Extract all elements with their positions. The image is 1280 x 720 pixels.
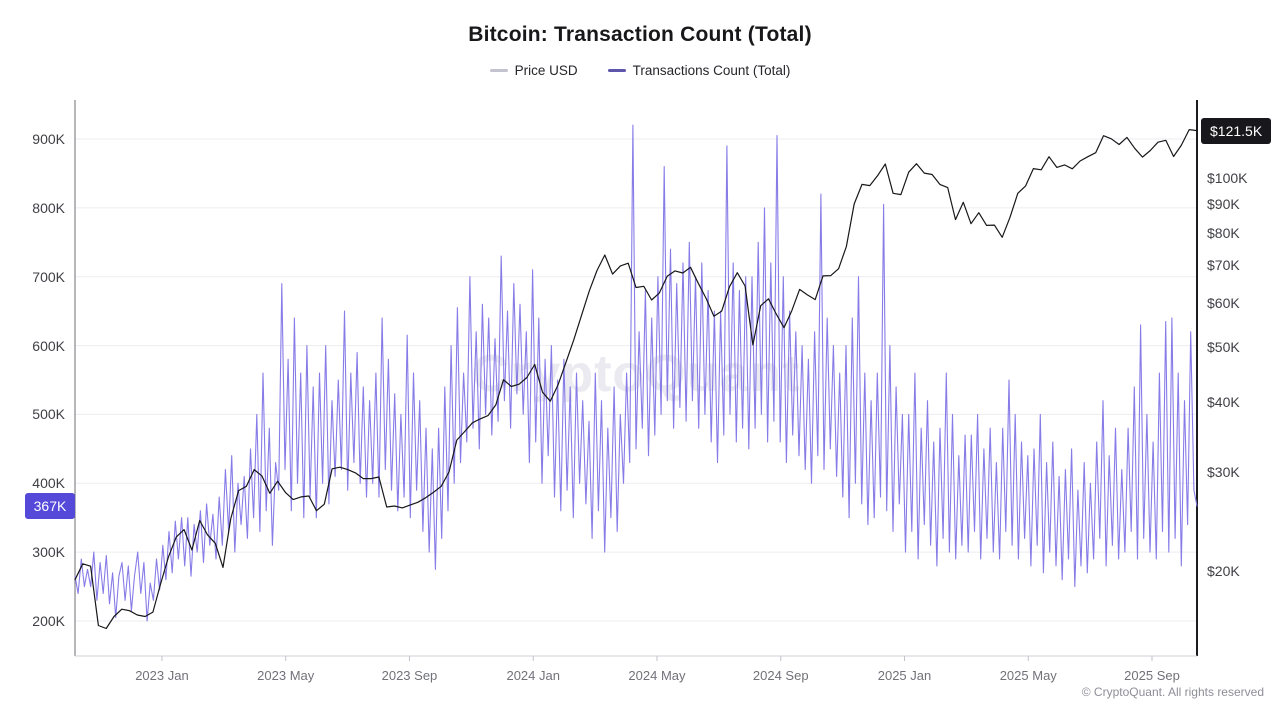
- y-axis-label-right: $70K: [1207, 257, 1240, 274]
- transactions-series-swatch: [607, 69, 626, 72]
- y-axis-label-right: $80K: [1207, 224, 1240, 241]
- price-series-swatch: [489, 69, 508, 72]
- y-axis-label-right: $50K: [1207, 339, 1240, 356]
- x-axis-label: 2023 Jan: [135, 668, 189, 683]
- y-axis-label-left: 600K: [32, 337, 65, 354]
- y-axis-label-left: 300K: [32, 544, 65, 561]
- transactions-line: [74, 124, 1198, 622]
- x-axis-label: 2023 Sep: [381, 668, 438, 683]
- x-axis-label: 2025 May: [999, 668, 1057, 683]
- y-axis-label-left: 900K: [32, 131, 65, 147]
- copyright-notice: © CryptoQuant. All rights reserved: [1081, 685, 1264, 699]
- price-legend-label: Price USD: [514, 63, 578, 78]
- price-line: [74, 129, 1198, 630]
- price-current-badge: $121.5K: [1201, 117, 1272, 144]
- y-axis-label-right: $90K: [1207, 195, 1240, 212]
- y-axis-label-left: 400K: [32, 475, 65, 492]
- legend-item-transactions[interactable]: Transactions Count (Total): [607, 63, 791, 78]
- y-axis-label-right: $30K: [1207, 464, 1240, 481]
- transactions-current-badge: 367K: [25, 493, 75, 519]
- x-axis-label: 2023 May: [257, 668, 315, 683]
- x-axis-label: 2025 Jan: [877, 668, 932, 683]
- y-axis-label-right: $100K: [1207, 170, 1248, 187]
- y-axis-label-left: 200K: [32, 613, 65, 629]
- y-axis-label-right: $20K: [1207, 563, 1240, 579]
- y-axis-label-right: $60K: [1207, 294, 1240, 311]
- y-axis-label-left: 800K: [32, 199, 65, 216]
- x-axis-label: 2024 May: [628, 668, 686, 683]
- legend: Price USD Transactions Count (Total): [0, 63, 1280, 78]
- x-axis-label: 2024 Jan: [506, 668, 560, 683]
- legend-item-price[interactable]: Price USD: [489, 63, 578, 78]
- x-axis-label: 2024 Sep: [752, 668, 809, 683]
- x-axis-label: 2025 Sep: [1124, 668, 1180, 683]
- chart-title: Bitcoin: Transaction Count (Total): [468, 23, 812, 46]
- y-axis-label-left: 700K: [32, 268, 65, 285]
- y-axis-label-left: 500K: [32, 406, 65, 423]
- y-axis-label-right: $40K: [1207, 393, 1240, 410]
- transactions-legend-label: Transactions Count (Total): [632, 63, 791, 78]
